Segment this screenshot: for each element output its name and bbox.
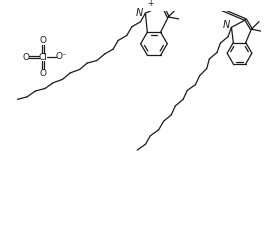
Text: O: O	[22, 52, 29, 61]
Text: +: +	[147, 0, 154, 9]
Text: O: O	[39, 69, 46, 78]
Text: O: O	[39, 36, 46, 45]
Text: N: N	[222, 20, 229, 30]
Text: O⁻: O⁻	[56, 52, 68, 61]
Text: Cl: Cl	[38, 52, 47, 61]
Text: N: N	[135, 8, 143, 18]
